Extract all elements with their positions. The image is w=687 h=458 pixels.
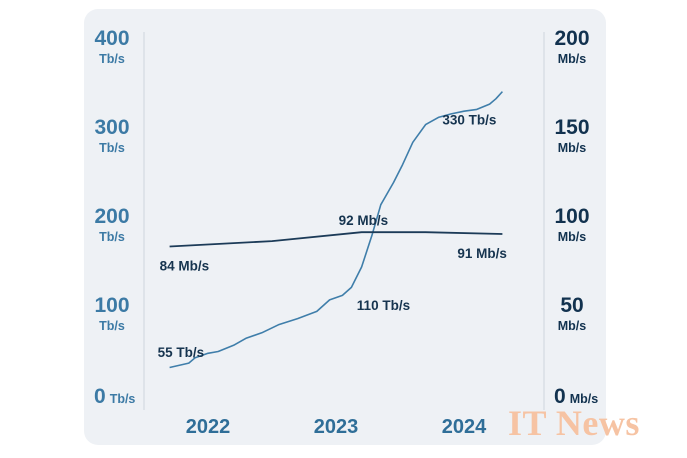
right-axis-tick-label: 200	[554, 27, 589, 50]
left-axis-tick-unit: Tb/s	[99, 141, 125, 155]
right-axis-tick-label: 50	[560, 294, 583, 317]
watermark-logo: IT News	[508, 403, 640, 443]
left-axis-tick-label: 100	[94, 294, 129, 317]
data-annotation: 330 Tb/s	[442, 112, 496, 127]
left-axis-tick-label: 200	[94, 205, 129, 228]
right-axis-tick-label: 100	[554, 205, 589, 228]
left-axis-tick-label: 400	[94, 27, 129, 50]
right-axis-tick-unit: Mb/s	[558, 141, 587, 155]
data-annotation: 55 Tb/s	[158, 345, 205, 360]
right-axis-tick-unit: Mb/s	[558, 52, 587, 66]
data-annotation: 110 Tb/s	[357, 298, 410, 313]
left-axis-tick-label: 0 Tb/s	[94, 385, 135, 408]
x-axis-tick-label: 2024	[442, 416, 487, 438]
right-axis-tick-unit: Mb/s	[558, 319, 587, 333]
throughput-tbps-line	[169, 91, 503, 369]
data-annotation: 84 Mb/s	[160, 258, 210, 273]
chart-card	[84, 9, 606, 445]
speed-mbps-line	[169, 231, 503, 248]
data-annotation: 92 Mb/s	[339, 213, 389, 228]
left-axis-tick-unit: Tb/s	[99, 52, 125, 66]
left-axis-tick-label: 300	[94, 116, 129, 139]
data-annotation: 91 Mb/s	[457, 246, 507, 261]
x-axis-tick-label: 2022	[186, 416, 231, 438]
right-axis-tick-unit: Mb/s	[558, 230, 587, 244]
x-axis-tick-label: 2023	[314, 416, 359, 438]
right-axis-tick-label: 0 Mb/s	[554, 385, 598, 408]
right-axis-tick-label: 150	[554, 116, 589, 139]
left-axis-tick-unit: Tb/s	[99, 230, 125, 244]
left-axis-tick-unit: Tb/s	[99, 319, 125, 333]
